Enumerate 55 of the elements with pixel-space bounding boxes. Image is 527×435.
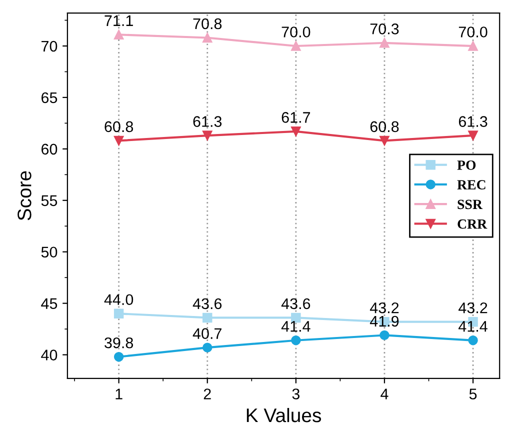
point <box>291 41 301 51</box>
data-label: 70.3 <box>370 24 399 34</box>
point <box>291 336 301 346</box>
point <box>468 130 478 140</box>
point <box>202 130 212 140</box>
data-label: 40.7 <box>192 328 222 339</box>
data-label: 43.6 <box>192 298 222 310</box>
data-label: 41.4 <box>281 321 310 332</box>
x-tick-label: 1 <box>116 388 122 400</box>
point <box>380 136 390 146</box>
data-label: 43.6 <box>281 298 310 310</box>
data-label: 41.9 <box>370 316 399 327</box>
point <box>114 308 124 318</box>
data-label: 61.3 <box>458 116 488 127</box>
point <box>380 38 390 48</box>
data-label: 44.0 <box>104 294 134 306</box>
data-label: 43.2 <box>458 302 488 314</box>
point <box>380 330 390 340</box>
x-axis-title: K Values <box>246 408 322 422</box>
point <box>202 32 212 43</box>
point <box>202 342 212 352</box>
data-label: 60.8 <box>104 121 134 132</box>
legend-label: PO <box>457 160 476 170</box>
legend-label: REC <box>457 180 486 190</box>
point <box>202 312 212 323</box>
data-label: 39.8 <box>104 337 134 348</box>
data-label: 70.0 <box>458 26 488 38</box>
data-label: 61.3 <box>193 116 222 127</box>
legend-label: CRR <box>458 219 488 229</box>
data-label: 43.2 <box>370 302 399 314</box>
point <box>114 136 124 146</box>
y-tick-label: 70 <box>42 40 58 52</box>
y-tick-label: 45 <box>41 298 58 309</box>
legend-label: SSR <box>458 200 483 210</box>
point <box>468 41 478 51</box>
point <box>291 126 301 136</box>
point <box>114 30 124 40</box>
point <box>114 352 124 362</box>
y-tick-label: 55 <box>41 195 58 206</box>
x-tick-label: 3 <box>292 388 300 400</box>
x-tick-label: 2 <box>204 388 211 400</box>
x-tick-label: 4 <box>380 388 388 400</box>
y-tick-label: 50 <box>41 246 58 258</box>
x-tick-label: 5 <box>469 388 477 400</box>
y-tick-label: 40 <box>41 350 58 360</box>
y-tick-label: 60 <box>42 144 58 155</box>
y-tick-label: 65 <box>42 92 58 104</box>
data-label: 70.8 <box>193 18 222 30</box>
data-label: 60.8 <box>370 121 399 132</box>
data-label: 71.1 <box>104 15 133 26</box>
data-label: 61.7 <box>282 112 310 123</box>
point <box>468 336 478 346</box>
data-label: 70.0 <box>282 26 310 38</box>
y-axis-title: Score <box>18 171 32 220</box>
data-label: 41.4 <box>458 321 488 332</box>
